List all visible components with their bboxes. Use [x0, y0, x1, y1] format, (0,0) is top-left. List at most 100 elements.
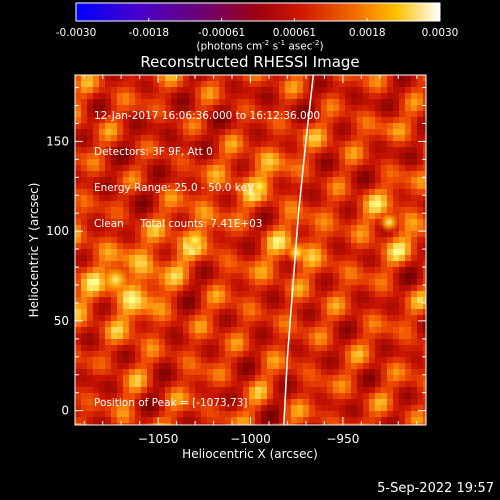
heatmap-cell — [291, 321, 298, 328]
heatmap-cell — [399, 369, 406, 376]
heatmap-cell — [357, 321, 364, 328]
heatmap-cell — [297, 153, 304, 160]
heatmap-cell — [339, 177, 346, 184]
heatmap-cell — [255, 279, 262, 286]
heatmap-cell — [261, 255, 268, 262]
heatmap-cell — [249, 405, 256, 412]
heatmap-cell — [123, 237, 130, 244]
heatmap-cell — [279, 375, 286, 382]
heatmap-cell — [369, 207, 376, 214]
heatmap-cell — [201, 291, 208, 298]
heatmap-cell — [345, 171, 352, 178]
heatmap-cell — [381, 189, 388, 196]
heatmap-cell — [261, 111, 268, 118]
heatmap-cell — [183, 183, 190, 190]
heatmap-cell — [393, 171, 400, 178]
heatmap-cell — [195, 375, 202, 382]
heatmap-cell — [315, 117, 322, 124]
heatmap-cell — [399, 249, 406, 256]
heatmap-cell — [159, 327, 166, 334]
heatmap-cell — [81, 297, 88, 304]
heatmap-cell — [147, 363, 154, 370]
heatmap-cell — [345, 405, 352, 412]
heatmap-cell — [183, 411, 190, 418]
heatmap-cell — [327, 249, 334, 256]
heatmap-cell — [129, 405, 136, 412]
heatmap-cell — [417, 333, 424, 340]
heatmap-cell — [249, 75, 256, 82]
heatmap-cell — [213, 321, 220, 328]
heatmap-cell — [243, 219, 250, 226]
heatmap-cell — [159, 381, 166, 388]
heatmap-cell — [87, 117, 94, 124]
heatmap-cell — [159, 399, 166, 406]
heatmap-cell — [237, 357, 244, 364]
heatmap-cell — [189, 105, 196, 112]
heatmap-cell — [345, 333, 352, 340]
heatmap-cell — [285, 93, 292, 100]
heatmap-cell — [291, 231, 298, 238]
heatmap-cell — [279, 237, 286, 244]
heatmap-cell — [291, 333, 298, 340]
heatmap-cell — [195, 279, 202, 286]
heatmap-cell — [399, 333, 406, 340]
heatmap-cell — [141, 261, 148, 268]
heatmap-cell — [303, 207, 310, 214]
heatmap-cell — [135, 291, 142, 298]
heatmap-cell — [201, 141, 208, 148]
heatmap-cell — [189, 261, 196, 268]
heatmap-cell — [195, 225, 202, 232]
heatmap-cell — [333, 423, 340, 425]
heatmap-cell — [369, 171, 376, 178]
heatmap-cell — [375, 159, 382, 166]
heatmap-cell — [75, 243, 82, 250]
heatmap-cell — [195, 363, 202, 370]
heatmap-cell — [381, 129, 388, 136]
heatmap-cell — [273, 399, 280, 406]
heatmap-cell — [171, 165, 178, 172]
heatmap-cell — [99, 405, 106, 412]
heatmap-cell — [327, 279, 334, 286]
heatmap-cell — [249, 261, 256, 268]
heatmap-cell — [267, 105, 274, 112]
heatmap-cell — [153, 375, 160, 382]
heatmap-cell — [405, 147, 412, 154]
heatmap-cell — [393, 345, 400, 352]
heatmap-cell — [321, 111, 328, 118]
heatmap-cell — [267, 363, 274, 370]
heatmap-cell — [87, 99, 94, 106]
heatmap-cell — [99, 411, 106, 418]
heatmap-cell — [87, 267, 94, 274]
heatmap-cell — [261, 249, 268, 256]
heatmap-cell — [147, 243, 154, 250]
heatmap-cell — [213, 399, 220, 406]
hotspots — [99, 175, 401, 296]
heatmap-cell — [357, 207, 364, 214]
heatmap-cell — [237, 93, 244, 100]
heatmap-cell — [213, 309, 220, 316]
heatmap-cell — [297, 297, 304, 304]
heatmap-cell — [207, 147, 214, 154]
heatmap-cell — [105, 315, 112, 322]
heatmap-cell — [231, 375, 238, 382]
heatmap-cell — [357, 417, 364, 424]
heatmap-cell — [285, 159, 292, 166]
heatmap-cell — [249, 171, 256, 178]
heatmap-cell — [81, 351, 88, 358]
heatmap-cell — [189, 417, 196, 424]
heatmap-cell — [213, 147, 220, 154]
heatmap-cell — [87, 399, 94, 406]
heatmap-cell — [363, 327, 370, 334]
heatmap-cell — [297, 327, 304, 334]
heatmap-cell — [357, 219, 364, 226]
heatmap-cell — [195, 357, 202, 364]
heatmap-cell — [243, 339, 250, 346]
heatmap-cell — [339, 213, 346, 220]
heatmap-cell — [87, 411, 94, 418]
heatmap-cell — [267, 141, 274, 148]
heatmap-cell — [111, 153, 118, 160]
heatmap-cell — [363, 297, 370, 304]
heatmap-cell — [303, 225, 310, 232]
heatmap-cell — [219, 321, 226, 328]
heatmap-cell — [339, 369, 346, 376]
